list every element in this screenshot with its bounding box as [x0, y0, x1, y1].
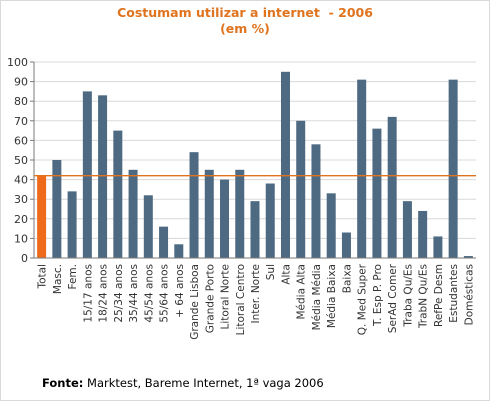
bar	[174, 244, 184, 258]
bar	[235, 169, 245, 258]
x-tick-label: RefPe Desm	[433, 264, 445, 327]
source-text: Marktest, Bareme Internet, 1ª vaga 2006	[83, 376, 324, 390]
y-tick-label: 40	[14, 174, 28, 187]
bar	[52, 160, 62, 258]
x-tick-label: Litoral Norte	[220, 264, 232, 330]
x-tick-label: Masc.	[52, 264, 64, 294]
bar	[280, 71, 290, 258]
y-tick-label: 10	[14, 232, 28, 245]
y-tick-label: 30	[14, 193, 28, 206]
bar	[448, 79, 458, 258]
x-tick-label: Sul	[265, 264, 277, 280]
y-tick-label: 20	[14, 213, 28, 226]
x-tick-label: + 64 anos	[174, 264, 186, 318]
x-tick-label: 15/17 anos	[82, 264, 94, 323]
bar	[372, 128, 382, 258]
bar	[67, 191, 77, 258]
x-tick-label: Litoral Centro	[235, 264, 247, 335]
y-tick-label: 50	[14, 154, 28, 167]
x-tick-label: Grande Porto	[204, 264, 216, 333]
bar	[357, 79, 367, 258]
x-tick-label: 18/24 anos	[98, 264, 110, 323]
bar	[189, 152, 199, 258]
x-tick-label: Traba Qu/Es	[402, 264, 414, 328]
x-tick-label: Baixa	[341, 264, 353, 293]
bar	[418, 210, 428, 258]
bar	[387, 116, 397, 258]
x-tick-label: 25/34 anos	[113, 264, 125, 323]
bar	[204, 169, 214, 258]
source-note: Fonte: Marktest, Bareme Internet, 1ª vag…	[42, 376, 324, 390]
x-tick-label: Média Baixa	[326, 264, 338, 328]
bar	[143, 195, 153, 258]
y-tick-label: 100	[7, 56, 28, 69]
bar	[37, 175, 47, 258]
x-tick-label: Alta	[280, 264, 292, 285]
bar	[82, 91, 92, 259]
x-tick-label: Fem.	[67, 264, 79, 290]
x-tick-label: 35/44 anos	[128, 264, 140, 323]
chart-title-line2: (em %)	[220, 21, 270, 36]
bar	[220, 179, 230, 258]
x-tick-label: TrabN Qu/Es	[418, 264, 430, 329]
chart-title: Costumam utilizar a internet - 2006 (em …	[0, 5, 490, 37]
x-tick-label: Q. Med Super	[357, 263, 369, 335]
x-tick-label: 45/54 anos	[143, 264, 155, 323]
bar	[341, 232, 351, 258]
x-tick-label: SerAd Comer	[387, 263, 399, 333]
x-tick-label: Média Média	[311, 264, 323, 330]
bar	[463, 256, 473, 258]
bar	[128, 169, 138, 258]
y-tick-label: 60	[14, 134, 28, 147]
bar	[250, 201, 260, 258]
x-tick-label: Domésticas	[463, 264, 475, 325]
x-tick-label: Inter. Norte	[250, 264, 262, 324]
bar	[311, 144, 321, 258]
bar	[265, 183, 275, 258]
bar	[296, 120, 306, 258]
bar	[402, 201, 412, 258]
x-tick-label: Média Alta	[296, 264, 308, 320]
chart-title-line1: Costumam utilizar a internet - 2006	[117, 5, 373, 20]
y-tick-label: 90	[14, 76, 28, 89]
bar	[98, 95, 108, 258]
x-tick-label: 55/64 anos	[159, 264, 171, 323]
y-tick-label: 70	[14, 115, 28, 128]
x-tick-label: Estudantes	[448, 264, 460, 323]
bar	[326, 193, 336, 258]
source-label: Fonte:	[42, 376, 84, 390]
y-tick-label: 80	[14, 95, 28, 108]
x-tick-label: Total	[37, 264, 49, 290]
x-tick-label: Grande Lisboa	[189, 264, 201, 340]
bar	[159, 226, 169, 258]
bar	[113, 130, 123, 258]
y-tick-label: 0	[21, 252, 28, 265]
x-tick-label: T. Esp P. Pro	[372, 264, 384, 327]
bar	[433, 236, 443, 258]
